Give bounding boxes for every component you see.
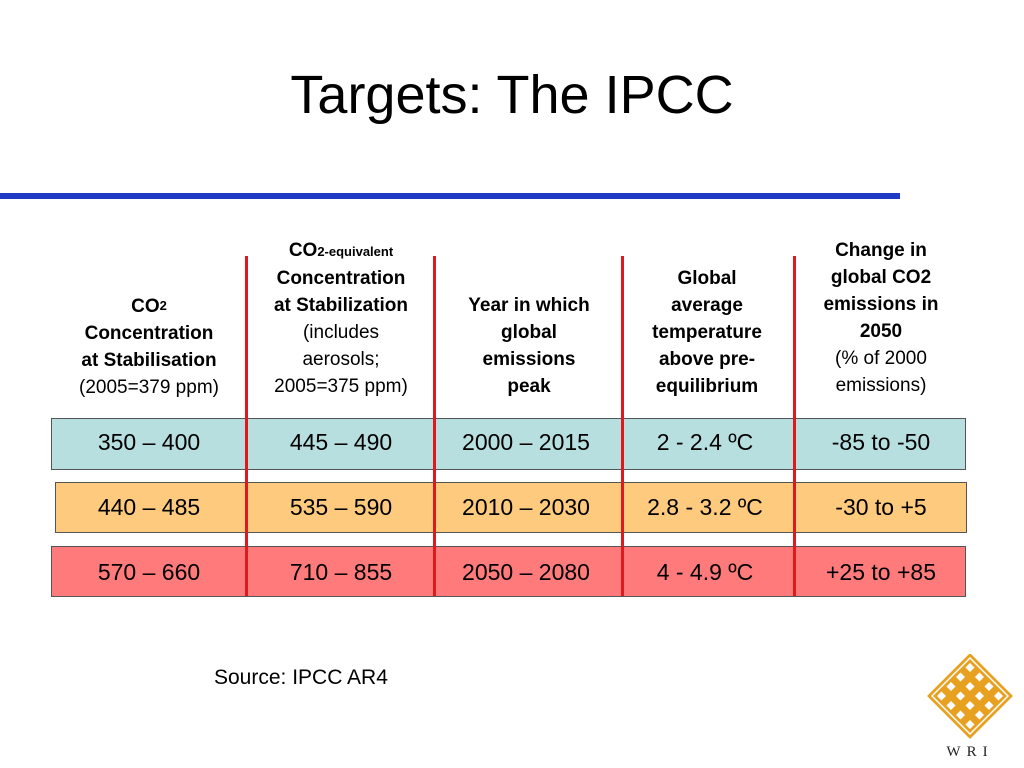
wri-logo-text: WRI: [946, 744, 994, 760]
row2-temperature: 2.8 - 3.2 ºC: [647, 494, 763, 520]
row1-temperature: 2 - 2.4 ºC: [656, 429, 754, 455]
header-co2-equivalent: CO2-equivalent Concentration at Stabiliz…: [273, 240, 409, 397]
header-co2-concentration: CO2 Concentration at Stabilisation (2005…: [79, 296, 219, 398]
row2-emissions-change: -30 to +5: [835, 494, 927, 520]
title-divider: [0, 193, 900, 199]
header-temperature: Global average temperature above pre- eq…: [652, 268, 762, 397]
row2-co2eq-range: 535 – 590: [289, 494, 393, 520]
row3-temperature: 4 - 4.9 ºC: [656, 559, 754, 585]
row3-co2eq-range: 710 – 855: [289, 559, 393, 585]
row3-co2-range: 570 – 660: [97, 559, 201, 585]
column-separator-3: [621, 256, 624, 596]
row1-peak-year: 2000 – 2015: [462, 429, 590, 455]
header-emissions-change: Change in global CO2 emissions in 2050 (…: [823, 240, 939, 396]
row-band-2: [55, 482, 967, 533]
column-separator-4: [793, 256, 796, 596]
row2-peak-year: 2010 – 2030: [462, 494, 590, 520]
row3-peak-year: 2050 – 2080: [462, 559, 590, 585]
source-note: Source: IPCC AR4: [214, 666, 388, 689]
row-band-3: [51, 546, 966, 597]
row1-emissions-change: -85 to -50: [831, 429, 931, 455]
slide-title: Targets: The IPCC: [290, 65, 734, 125]
column-separator-2: [433, 256, 436, 596]
header-peak-year: Year in which global emissions peak: [468, 295, 590, 397]
row2-co2-range: 440 – 485: [97, 494, 201, 520]
row3-emissions-change: +25 to +85: [826, 559, 936, 585]
row1-co2eq-range: 445 – 490: [289, 429, 393, 455]
column-separator-1: [245, 256, 248, 596]
wri-knot-logo-icon: [927, 654, 1013, 739]
row-band-1: [51, 418, 966, 470]
row1-co2-range: 350 – 400: [97, 429, 201, 455]
